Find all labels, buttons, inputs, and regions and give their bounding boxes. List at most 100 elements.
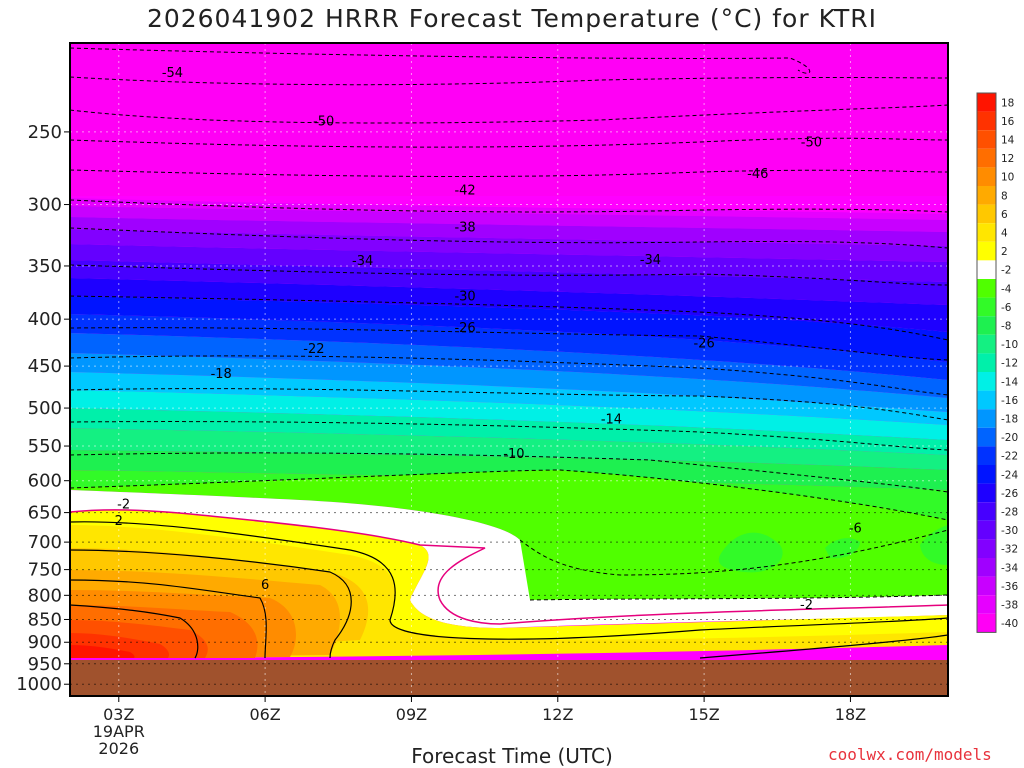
y-tick-label: 700: [28, 532, 62, 553]
colorbar-swatch: [977, 390, 996, 410]
colorbar-label: -10: [1001, 339, 1018, 351]
colorbar-label: -14: [1001, 376, 1018, 388]
contour-label: 6: [261, 578, 269, 593]
colorbar-swatch: [977, 372, 996, 391]
colorbar-label: -28: [1001, 507, 1018, 519]
colorbar-swatch: [977, 465, 996, 484]
colorbar-swatch: [977, 613, 996, 633]
colorbar-label: -4: [1001, 283, 1012, 295]
colorbar-swatch: [977, 353, 996, 372]
contour-label: -22: [303, 342, 324, 357]
contour-label: -26: [693, 336, 714, 351]
chart-title: 2026041902 HRRR Forecast Temperature (°C…: [146, 4, 878, 33]
colorbar-swatch: [977, 204, 996, 224]
y-tick-label: 350: [28, 256, 62, 277]
x-tick-label: 12Z: [542, 705, 573, 724]
colorbar-swatch: [977, 223, 996, 242]
colorbar-label: -36: [1001, 581, 1018, 593]
contour-label: -50: [313, 115, 334, 130]
y-tick-label: 850: [28, 609, 62, 630]
contour-label: -6: [849, 522, 862, 537]
contour-label: -34: [640, 253, 661, 268]
y-tick-label: 600: [28, 471, 62, 492]
x-date-label: 19APR: [93, 722, 145, 741]
contour-label: -30: [454, 290, 475, 305]
y-tick-label: 650: [28, 503, 62, 524]
colorbar-label: -34: [1001, 562, 1018, 574]
colorbar-label: 12: [1001, 153, 1014, 165]
colorbar-swatch: [977, 576, 996, 596]
colorbar-label: -24: [1001, 469, 1018, 481]
colorbar-label: 8: [1001, 190, 1008, 202]
temperature-fill: [70, 43, 948, 696]
colorbar-label: -12: [1001, 358, 1018, 370]
colorbar-swatch: [977, 241, 996, 261]
colorbar-label: 16: [1001, 116, 1015, 128]
contour-label: 2: [115, 514, 123, 529]
colorbar-label: -2: [1001, 265, 1011, 277]
colorbar-label: 2: [1001, 246, 1008, 258]
colorbar-swatch: [977, 297, 996, 317]
contour-labels: -54-50-50-46-42-38-34 -34-30-26-26-22-18-…: [115, 66, 862, 613]
contour-label: -2: [800, 598, 813, 613]
colorbar-swatch: [977, 186, 996, 205]
colorbar-swatch: [977, 539, 996, 558]
colorbar-swatch: [977, 502, 996, 521]
colorbar-swatch: [977, 316, 996, 335]
colorbar-swatch: [977, 111, 996, 131]
colorbar-label: 18: [1001, 97, 1014, 109]
colorbar-label: 10: [1001, 172, 1014, 184]
contour-label: -54: [162, 66, 183, 81]
colorbar-label: -18: [1001, 414, 1018, 426]
y-tick-label: 400: [28, 309, 62, 330]
y-tick-label: 450: [28, 356, 62, 377]
colorbar-label: -16: [1001, 395, 1018, 407]
contour-label: -46: [747, 167, 768, 182]
x-axis-title: Forecast Time (UTC): [411, 744, 613, 768]
colorbar-swatch: [977, 93, 996, 112]
contour-lines: [70, 47, 948, 659]
y-tick-label: 550: [28, 436, 62, 457]
colorbar-swatch: [977, 483, 996, 503]
colorbar-label: -26: [1001, 488, 1018, 500]
y-tick-label: 500: [28, 398, 62, 419]
colorbar-label: -32: [1001, 544, 1018, 556]
colorbar-label: -38: [1001, 600, 1018, 612]
grid: [70, 43, 948, 696]
colorbar-label: -40: [1001, 618, 1018, 630]
x-tick-label: 15Z: [688, 705, 719, 724]
colorbar: 18 16 14 12 10 8 6 4 2 -2 -4 -6 -8 -10 -12 -14 -16 -18 -20…: [976, 92, 1018, 633]
y-tick-label: 900: [28, 632, 62, 653]
colorbar-swatch: [977, 595, 996, 614]
colorbar-frame: [976, 92, 997, 633]
y-tick-label: 1000: [16, 674, 62, 695]
axes: 2503003504004505005506006507007508008509…: [16, 122, 866, 758]
contour-label: -18: [211, 367, 232, 382]
colorbar-label: 6: [1001, 209, 1008, 221]
x-tick-label: 06Z: [249, 705, 280, 724]
colorbar-label: -20: [1001, 432, 1018, 444]
contour-label: -10: [503, 447, 524, 462]
colorbar-swatch: [977, 260, 996, 279]
y-tick-label: 800: [28, 585, 62, 606]
colorbar-swatch: [977, 409, 996, 428]
contour-label: -14: [601, 412, 622, 427]
watermark: coolwx.com/models: [828, 745, 992, 764]
x-date-label: 2026: [98, 739, 139, 758]
colorbar-swatch: [977, 167, 996, 186]
contour-label: -26: [454, 321, 475, 336]
colorbar-swatch: [977, 427, 996, 447]
contour-label: -42: [454, 184, 475, 199]
x-tick-label: 03Z: [103, 705, 134, 724]
contour-label: -2: [117, 497, 130, 512]
y-tick-label: 950: [28, 654, 62, 675]
colorbar-label: 14: [1001, 135, 1015, 147]
contour-label: -34: [352, 254, 373, 269]
colorbar-label: -30: [1001, 525, 1018, 537]
colorbar-swatch: [977, 130, 996, 149]
y-tick-label: 250: [28, 122, 62, 143]
x-tick-label: 18Z: [835, 705, 866, 724]
x-tick-label: 09Z: [396, 705, 427, 724]
y-tick-label: 300: [28, 195, 62, 216]
